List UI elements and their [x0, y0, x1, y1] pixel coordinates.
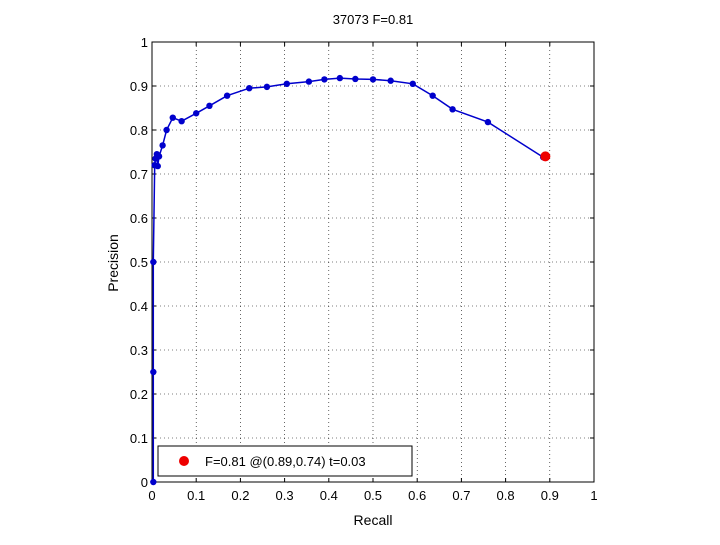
- series-layer: [150, 74, 551, 486]
- y-axis-label: Precision: [105, 234, 121, 292]
- x-axis-label: Recall: [354, 512, 393, 528]
- pr-curve-point: [449, 106, 456, 113]
- y-tick-label: 0.5: [130, 255, 148, 270]
- y-tick-label: 0.3: [130, 343, 148, 358]
- y-tick-label: 0.4: [130, 299, 148, 314]
- y-tick-label: 0.2: [130, 387, 148, 402]
- y-tick-label: 0.6: [130, 211, 148, 226]
- x-tick-label: 0.2: [231, 488, 249, 503]
- x-tick-label: 0: [148, 488, 155, 503]
- pr-curve-point: [155, 153, 163, 160]
- x-tick-label: 0.5: [364, 488, 382, 503]
- pr-curve-point: [178, 118, 185, 125]
- legend-marker: [179, 456, 189, 466]
- pr-curve-point: [387, 77, 394, 84]
- pr-curve-point: [163, 126, 170, 134]
- x-tick-label: 0.7: [452, 488, 470, 503]
- y-tick-label: 0.8: [130, 123, 148, 138]
- x-tick-label: 0.6: [408, 488, 426, 503]
- y-tick-label: 0.7: [130, 167, 148, 182]
- pr-curve-point: [409, 80, 416, 88]
- pr-curve-point: [150, 258, 157, 266]
- x-tick-label: 0.8: [497, 488, 515, 503]
- legend: F=0.81 @(0.89,0.74) t=0.03: [157, 445, 413, 477]
- pr-curve-point: [223, 92, 231, 99]
- y-tick-label: 0.1: [130, 431, 148, 446]
- chart-title: 37073 F=0.81: [333, 12, 414, 27]
- pr-curve-point: [193, 110, 200, 117]
- pr-curve-point: [369, 76, 377, 83]
- pr-curve-point: [246, 85, 253, 92]
- grid: [152, 42, 594, 482]
- pr-curve-point: [169, 114, 176, 121]
- x-tick-label: 0.1: [187, 488, 205, 503]
- pr-curve-point: [283, 80, 291, 88]
- x-tick-label: 0.9: [541, 488, 559, 503]
- legend-entry-label: F=0.81 @(0.89,0.74) t=0.03: [205, 454, 366, 469]
- pr-curve-line: [152, 77, 544, 482]
- x-tick-label: 0.3: [276, 488, 294, 503]
- legend-box: [157, 445, 413, 477]
- x-tick-label: 0.4: [320, 488, 338, 503]
- pr-curve-point: [263, 83, 271, 91]
- best-f-point: [540, 151, 551, 162]
- y-tick-label: 1: [141, 35, 148, 50]
- pr-curve-point: [429, 92, 436, 99]
- pr-curve-point: [336, 74, 344, 82]
- pr-curve-point: [305, 78, 313, 85]
- pr-curve-point: [206, 102, 213, 110]
- pr-curve-point: [150, 368, 157, 376]
- pr-curve-point: [321, 76, 328, 83]
- x-tick-label: 1: [590, 488, 597, 503]
- axis-ticks: 0 0.1 0.2 0.3 0.4 0.5 0.6 0.7 0.8 0.9 1 0 0.1 0.2 0.3 0…: [130, 35, 598, 503]
- pr-curve-point: [154, 162, 161, 170]
- y-tick-label: 0.9: [130, 79, 148, 94]
- pr-curve-point: [352, 75, 359, 83]
- pr-curve-point: [484, 118, 492, 126]
- pr-curve-point: [150, 478, 157, 486]
- pr-curve-point: [159, 142, 166, 149]
- y-tick-label: 0: [141, 475, 148, 490]
